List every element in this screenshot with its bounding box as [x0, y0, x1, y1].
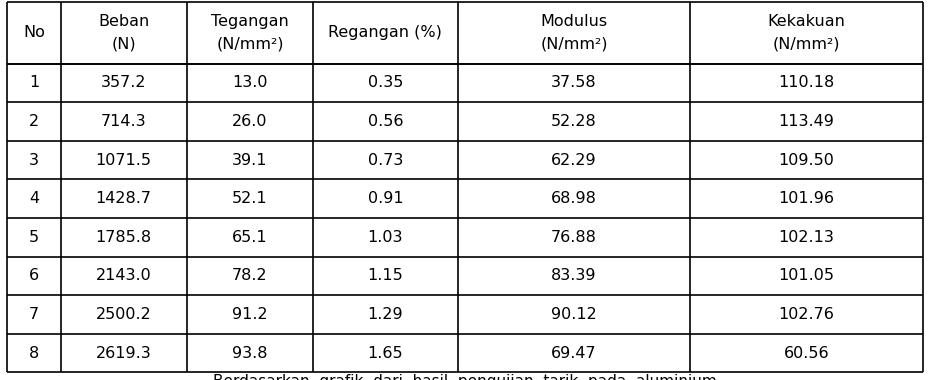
Text: 357.2: 357.2 — [101, 76, 146, 90]
Text: 60.56: 60.56 — [784, 345, 830, 361]
Text: 39.1: 39.1 — [232, 153, 268, 168]
Text: 52.1: 52.1 — [232, 191, 268, 206]
Text: (N/mm²): (N/mm²) — [773, 36, 840, 51]
Text: 62.29: 62.29 — [551, 153, 597, 168]
Text: Modulus: Modulus — [540, 14, 607, 29]
Text: 1071.5: 1071.5 — [96, 153, 152, 168]
Text: 65.1: 65.1 — [232, 230, 268, 245]
Text: 1: 1 — [29, 76, 39, 90]
Text: 1785.8: 1785.8 — [96, 230, 152, 245]
Text: (N/mm²): (N/mm²) — [216, 36, 284, 51]
Text: 8: 8 — [29, 345, 39, 361]
Text: 2143.0: 2143.0 — [96, 268, 152, 283]
Text: 0.35: 0.35 — [367, 76, 403, 90]
Text: Kekakuan: Kekakuan — [767, 14, 845, 29]
Text: (N/mm²): (N/mm²) — [540, 36, 607, 51]
Text: 0.56: 0.56 — [367, 114, 403, 129]
Text: 113.49: 113.49 — [778, 114, 834, 129]
Text: 83.39: 83.39 — [551, 268, 597, 283]
Text: Beban: Beban — [98, 14, 150, 29]
Text: 109.50: 109.50 — [778, 153, 834, 168]
Text: 1.65: 1.65 — [367, 345, 404, 361]
Text: 102.13: 102.13 — [778, 230, 834, 245]
Text: Tegangan: Tegangan — [211, 14, 289, 29]
Text: 0.73: 0.73 — [367, 153, 403, 168]
Text: 93.8: 93.8 — [232, 345, 268, 361]
Text: 2: 2 — [29, 114, 39, 129]
Text: 7: 7 — [29, 307, 39, 322]
Text: 52.28: 52.28 — [551, 114, 597, 129]
Text: 6: 6 — [29, 268, 39, 283]
Text: 714.3: 714.3 — [100, 114, 146, 129]
Text: 110.18: 110.18 — [778, 76, 834, 90]
Text: 2500.2: 2500.2 — [96, 307, 152, 322]
Text: 76.88: 76.88 — [551, 230, 597, 245]
Text: 1.29: 1.29 — [367, 307, 404, 322]
Text: 91.2: 91.2 — [232, 307, 268, 322]
Text: 68.98: 68.98 — [551, 191, 597, 206]
Text: 26.0: 26.0 — [232, 114, 268, 129]
Text: 101.96: 101.96 — [778, 191, 834, 206]
Text: 37.58: 37.58 — [551, 76, 597, 90]
Text: No: No — [23, 25, 45, 40]
Text: 90.12: 90.12 — [551, 307, 597, 322]
Text: Regangan (%): Regangan (%) — [328, 25, 443, 40]
Text: 78.2: 78.2 — [232, 268, 268, 283]
Text: Berdasarkan  grafik  dari  hasil  pengujian  tarik  pada  aluminium: Berdasarkan grafik dari hasil pengujian … — [213, 374, 717, 380]
Text: 69.47: 69.47 — [551, 345, 597, 361]
Text: 4: 4 — [29, 191, 39, 206]
Text: 102.76: 102.76 — [778, 307, 834, 322]
Text: 1.03: 1.03 — [367, 230, 403, 245]
Text: 1428.7: 1428.7 — [96, 191, 152, 206]
Text: 0.91: 0.91 — [367, 191, 404, 206]
Text: 101.05: 101.05 — [778, 268, 834, 283]
Text: (N): (N) — [112, 36, 136, 51]
Text: 13.0: 13.0 — [232, 76, 268, 90]
Text: 5: 5 — [29, 230, 39, 245]
Text: 2619.3: 2619.3 — [96, 345, 152, 361]
Text: 3: 3 — [29, 153, 39, 168]
Text: 1.15: 1.15 — [367, 268, 404, 283]
